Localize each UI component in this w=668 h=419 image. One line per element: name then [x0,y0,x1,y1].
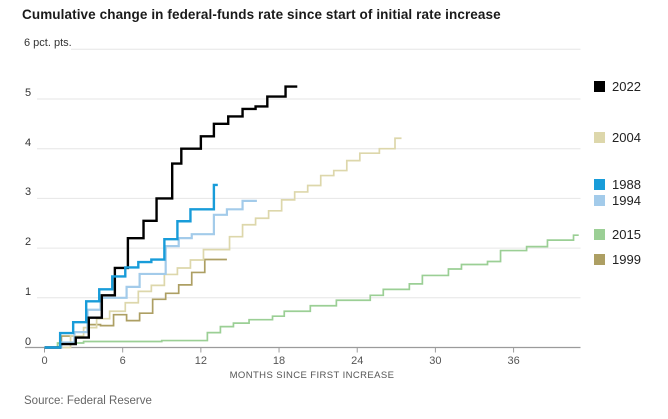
y-tick-label-3: 3 [25,186,32,199]
legend-item-1994: 1994 [594,193,641,208]
legend-swatch-1994 [594,194,605,206]
chart-title: Cumulative change in federal-funds rate … [22,7,501,22]
legend-item-2022: 2022 [594,79,641,94]
source-note: Source: Federal Reserve [24,395,152,407]
legend-item-2015: 2015 [594,227,641,242]
legend-swatch-2022 [594,80,605,92]
y-axis-unit-label: 6 pct. pts. [24,37,72,49]
x-tick-label-0: 0 [41,355,48,367]
y-tick-label-0: 0 [25,335,32,348]
x-axis-title: MONTHS SINCE FIRST INCREASE [229,370,395,381]
legend-swatch-2015 [594,229,605,241]
series-line-2015 [44,234,579,349]
x-tick-label-18: 18 [272,355,286,367]
legend-label-1988: 1988 [612,176,641,192]
x-tick-label-24: 24 [351,355,364,367]
x-tick-label-30: 30 [429,355,442,367]
legend-item-1999: 1999 [594,252,641,267]
legend-label-2004: 2004 [612,130,641,146]
legend-label-2022: 2022 [612,78,641,94]
x-tick-label-12: 12 [194,355,207,367]
legend-swatch-2004 [594,132,605,144]
legend-label-1999: 1999 [612,251,641,267]
y-tick-label-1: 1 [25,285,32,298]
legend-label-1994: 1994 [612,192,641,208]
x-tick-label-6: 6 [119,355,126,367]
legend-swatch-1999 [594,253,605,265]
series-line-1988 [44,183,218,349]
y-tick-label-5: 5 [25,87,32,99]
y-tick-label-4: 4 [25,136,32,149]
series-line-1994 [44,199,257,349]
legend-item-1988: 1988 [594,177,641,192]
legend-label-2015: 2015 [612,227,641,243]
y-tick-label-2: 2 [25,236,32,249]
legend-swatch-1988 [594,178,605,190]
x-tick-label-36: 36 [507,355,520,367]
series-line-2004 [44,137,402,349]
legend-item-2004: 2004 [594,130,641,145]
series-line-2022 [44,85,298,349]
